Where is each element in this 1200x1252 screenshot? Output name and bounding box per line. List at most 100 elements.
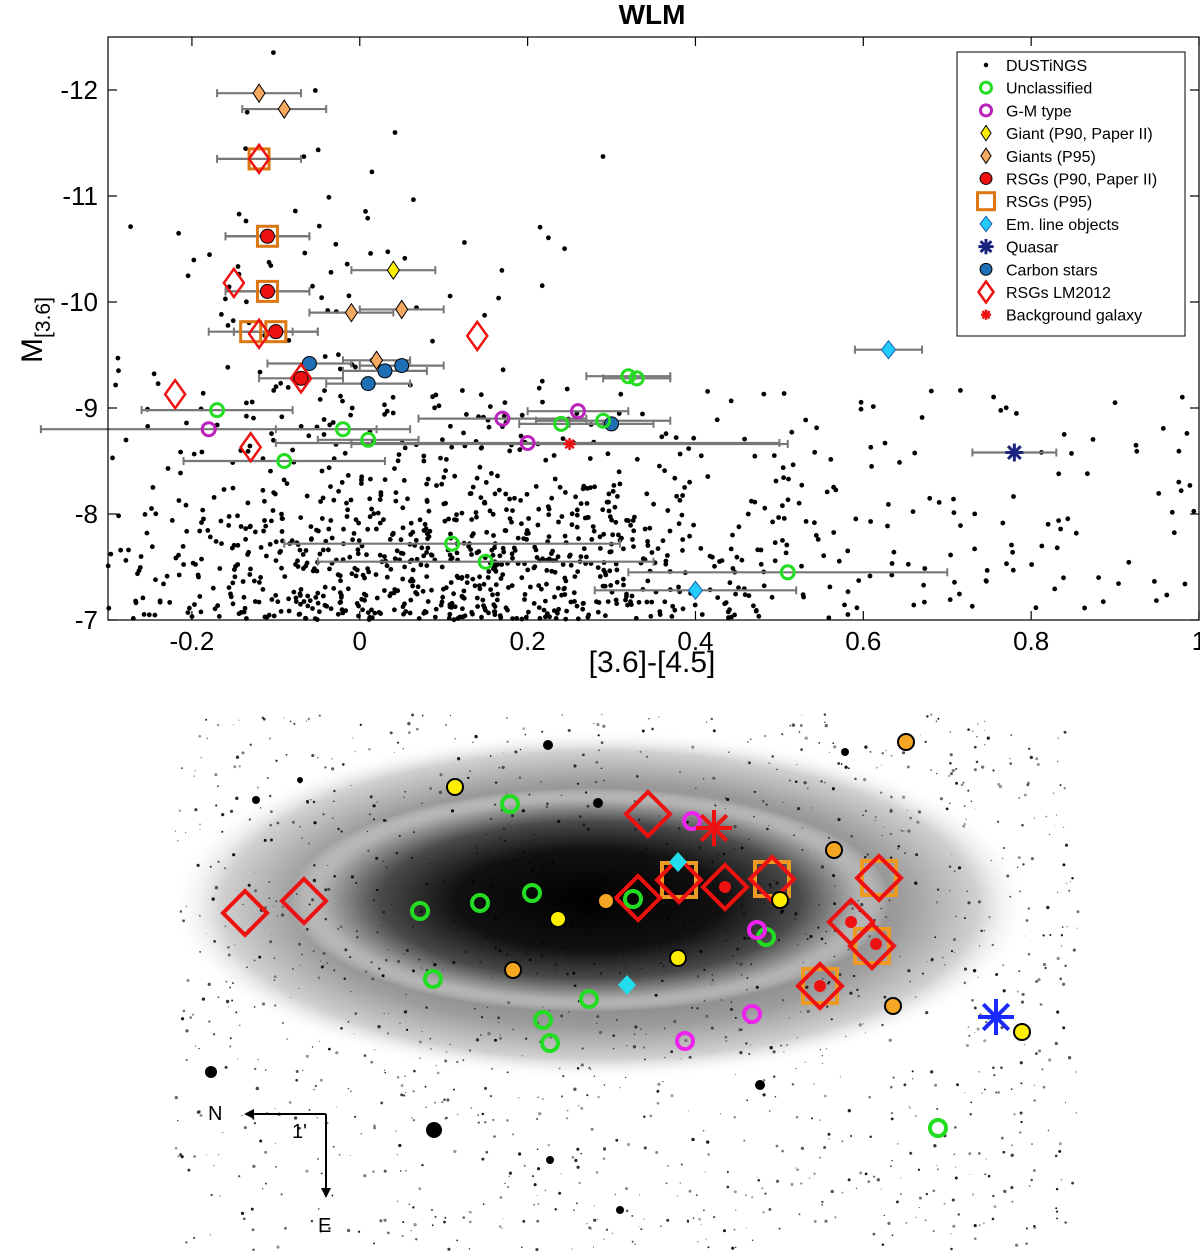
- dustings-point: [226, 514, 232, 519]
- field-star: [289, 720, 292, 723]
- field-star: [583, 912, 587, 916]
- dustings-point: [452, 473, 458, 479]
- dustings-point: [310, 606, 315, 611]
- dustings-point: [969, 603, 975, 609]
- field-star: [262, 1188, 264, 1190]
- field-star: [522, 850, 526, 854]
- field-star: [805, 985, 809, 989]
- dustings-point: [382, 412, 387, 417]
- dustings-point: [335, 611, 341, 617]
- dustings-point: [674, 493, 679, 499]
- field-star: [885, 750, 887, 752]
- dustings-point: [947, 597, 953, 603]
- field-star: [1055, 814, 1057, 816]
- field-star: [611, 1232, 614, 1235]
- field-star: [363, 1054, 367, 1057]
- field-star: [974, 1031, 976, 1034]
- field-star: [507, 823, 509, 825]
- dustings-point: [752, 453, 758, 459]
- field-star: [799, 1182, 803, 1185]
- legend-swatch-emline: [979, 215, 993, 233]
- dustings-point: [536, 583, 542, 588]
- field-star: [915, 1216, 917, 1219]
- dustings-point: [273, 593, 279, 598]
- field-star: [313, 821, 317, 825]
- dustings-point: [438, 455, 443, 461]
- field-star: [1071, 1181, 1075, 1185]
- field-star: [562, 1074, 565, 1078]
- field-star: [733, 824, 737, 829]
- field-star: [596, 723, 600, 727]
- field-star: [659, 1225, 662, 1228]
- dustings-point: [531, 601, 537, 606]
- field-star: [401, 1234, 404, 1237]
- dustings-point: [422, 521, 428, 527]
- dustings-point: [645, 578, 651, 584]
- field-star: [537, 1203, 540, 1206]
- field-star: [353, 1033, 355, 1035]
- dustings-point: [1090, 437, 1096, 442]
- field-star: [385, 866, 388, 869]
- dustings-point: [369, 506, 374, 512]
- dustings-point: [1164, 592, 1170, 598]
- field-star: [442, 879, 446, 883]
- dustings-point: [443, 468, 448, 473]
- field-star: [549, 888, 552, 890]
- field-star: [590, 1127, 594, 1131]
- field-star: [712, 776, 716, 780]
- field-star: [505, 952, 509, 957]
- field-star: [488, 853, 490, 855]
- field-star: [537, 1096, 539, 1098]
- field-star: [968, 1152, 972, 1156]
- field-star: [654, 993, 658, 997]
- dustings-point: [387, 537, 393, 542]
- dustings-point: [526, 530, 531, 536]
- dustings-point: [360, 572, 366, 578]
- field-star: [747, 761, 751, 765]
- field-star: [876, 1178, 880, 1182]
- dustings-point: [268, 263, 274, 268]
- field-star: [697, 1240, 699, 1243]
- field-star: [275, 900, 278, 903]
- image-rsg-lm2012: [279, 876, 329, 926]
- field-star: [375, 856, 379, 860]
- field-star: [841, 1191, 844, 1194]
- field-star: [705, 721, 708, 723]
- field-star: [733, 1228, 736, 1231]
- field-star: [643, 1058, 646, 1061]
- dustings-point: [390, 394, 396, 400]
- field-star: [383, 1069, 386, 1072]
- dustings-point: [500, 367, 506, 373]
- dustings-point: [499, 268, 505, 273]
- field-star: [290, 996, 292, 999]
- field-star: [734, 1074, 736, 1076]
- dustings-point: [512, 495, 517, 501]
- field-star: [791, 723, 796, 727]
- field-star: [974, 1237, 977, 1240]
- field-star: [973, 1006, 977, 1010]
- field-star: [1066, 925, 1068, 928]
- field-star: [963, 981, 967, 985]
- image-giant: [446, 778, 464, 796]
- dustings-point: [429, 553, 435, 558]
- field-star: [823, 781, 826, 784]
- field-star: [847, 1178, 851, 1182]
- dustings-point: [462, 240, 467, 245]
- legend-item-giants_p95: Giants (P95): [980, 147, 1096, 166]
- dustings-point: [281, 477, 287, 483]
- dustings-point: [606, 491, 612, 497]
- dustings-point: [235, 513, 240, 519]
- dustings-point: [897, 460, 902, 465]
- dustings-point: [503, 491, 509, 497]
- field-star: [489, 1094, 493, 1098]
- field-star: [1049, 934, 1052, 936]
- dustings-point: [607, 568, 613, 574]
- field-star: [485, 833, 488, 836]
- dustings-point: [699, 612, 705, 617]
- dustings-point: [928, 388, 934, 394]
- field-star: [911, 1070, 914, 1073]
- field-star: [749, 738, 752, 741]
- field-star: [1076, 927, 1078, 929]
- field-star: [198, 735, 202, 738]
- field-star: [801, 714, 803, 716]
